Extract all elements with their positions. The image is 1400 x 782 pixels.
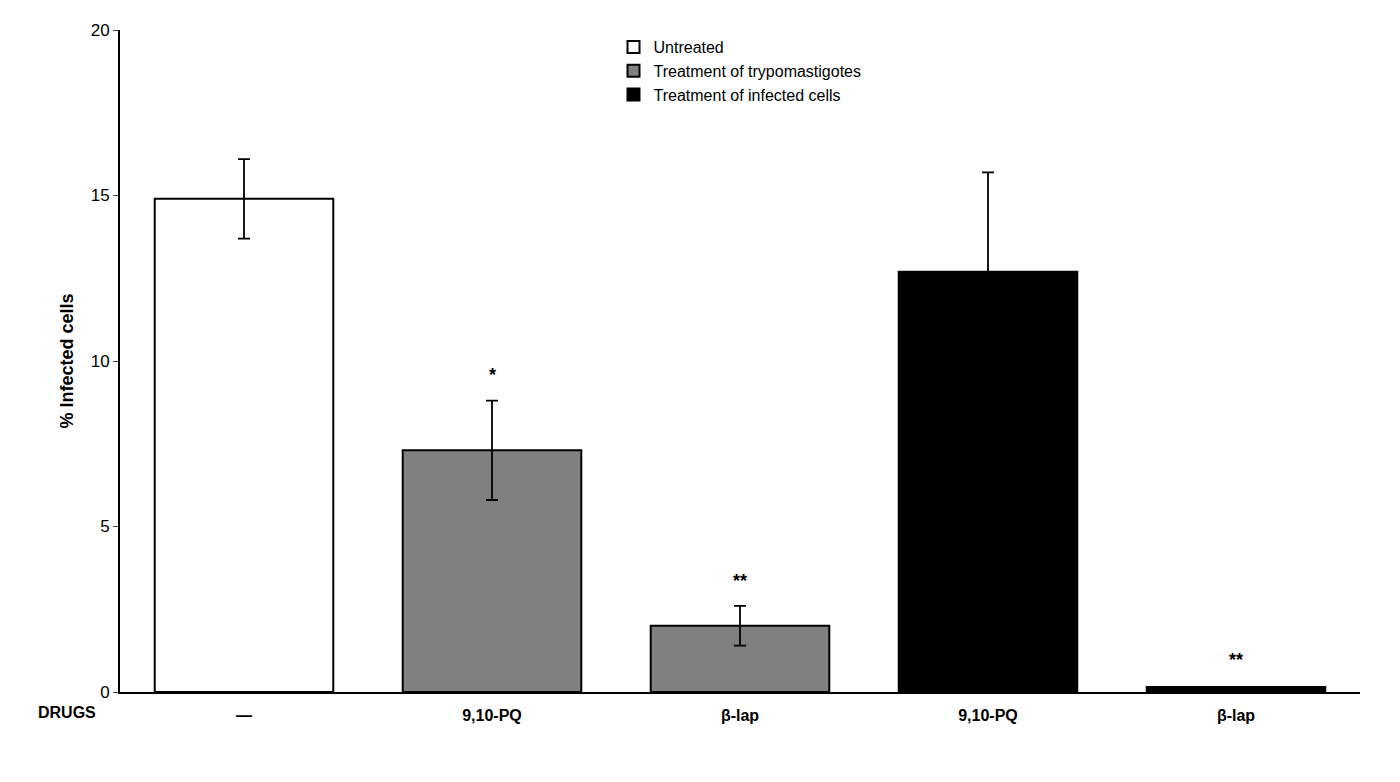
svg-text:**: **: [1229, 650, 1243, 670]
svg-text:5: 5: [100, 517, 109, 536]
svg-text:*: *: [489, 365, 496, 385]
svg-text:9,10-PQ: 9,10-PQ: [462, 707, 522, 724]
svg-text:Treatment of trypomastigotes: Treatment of trypomastigotes: [654, 63, 862, 80]
svg-text:Treatment of infected cells: Treatment of infected cells: [654, 87, 841, 104]
svg-text:—: —: [236, 707, 252, 724]
svg-text:**: **: [733, 571, 747, 591]
svg-text:Untreated: Untreated: [654, 39, 724, 56]
svg-text:10: 10: [91, 352, 110, 371]
svg-text:15: 15: [91, 186, 110, 205]
svg-text:20: 20: [91, 21, 110, 40]
svg-text:β-lap: β-lap: [721, 707, 759, 724]
svg-text:0: 0: [100, 683, 109, 702]
svg-text:DRUGS: DRUGS: [38, 704, 96, 721]
svg-text:β-lap: β-lap: [1217, 707, 1255, 724]
svg-text:9,10-PQ: 9,10-PQ: [958, 707, 1018, 724]
svg-text:% Infected cells: % Infected cells: [57, 293, 77, 428]
